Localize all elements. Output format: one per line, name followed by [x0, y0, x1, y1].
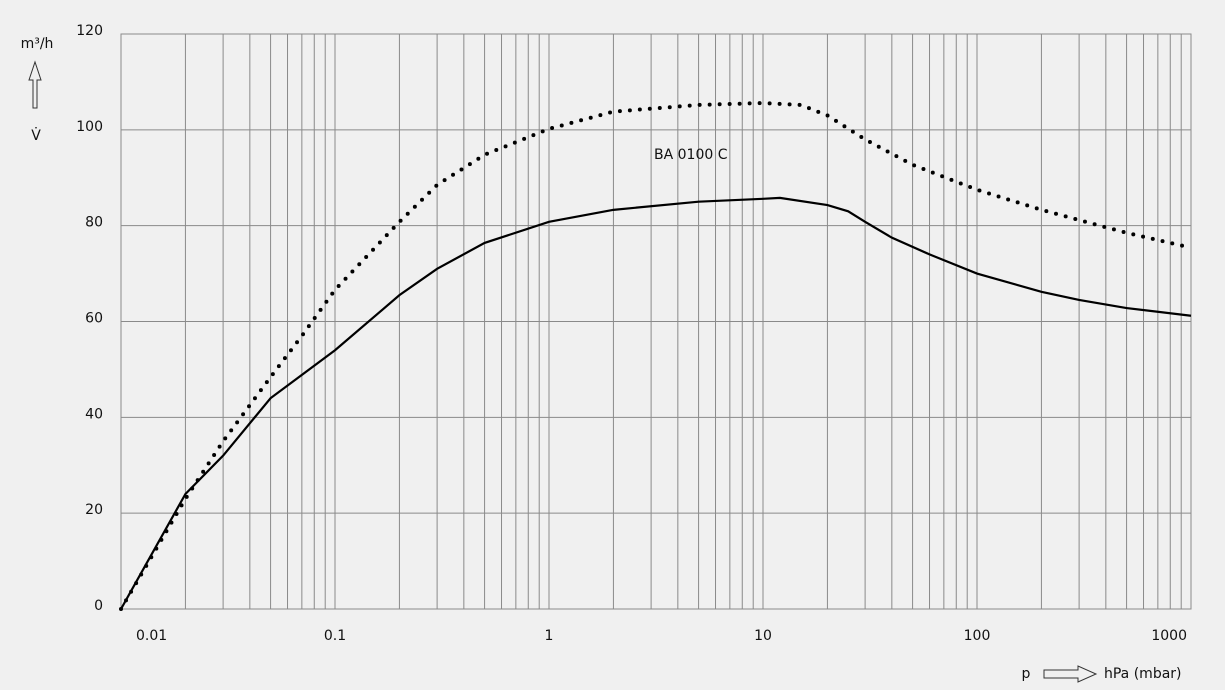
y-symbol: V̇	[31, 127, 41, 144]
y-tick-label: 20	[85, 502, 103, 518]
data-line	[119, 100, 1193, 611]
x-axis-unit: hPa (mbar)	[1104, 666, 1182, 682]
y-tick-label: 100	[76, 119, 103, 135]
x-tick-label: 1000	[1151, 628, 1187, 644]
x-arrow	[1043, 665, 1098, 683]
x-tick-label: 100	[964, 628, 991, 644]
x-tick-label: 10	[754, 628, 772, 644]
x-tick-label: 0.1	[324, 628, 346, 644]
data-line	[120, 196, 1192, 610]
y-tick-label: 60	[85, 311, 103, 327]
y-tick-label: 120	[76, 23, 103, 39]
y-tick-label: 0	[94, 598, 103, 614]
x-tick-label: 1	[545, 628, 554, 644]
y-tick-label: 40	[85, 406, 103, 422]
y-arrow	[28, 60, 42, 109]
x-symbol: p	[1022, 666, 1031, 682]
annotation: BA 0100 C	[654, 147, 728, 163]
y-axis-label: m³/h	[21, 36, 54, 52]
x-tick-label: 0.01	[136, 628, 167, 644]
y-tick-label: 80	[85, 215, 103, 231]
